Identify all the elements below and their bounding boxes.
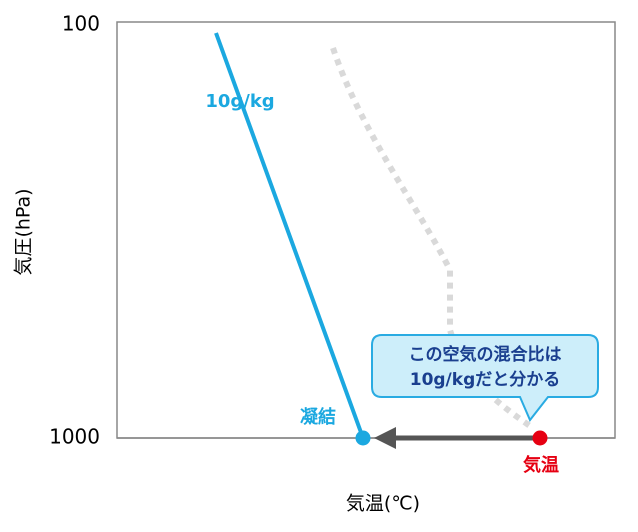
temperature-profile <box>330 47 532 429</box>
callout-text: この空気の混合比は <box>409 344 562 365</box>
x-axis-label: 気温(℃) <box>346 493 420 515</box>
condensation-point <box>355 430 371 446</box>
temperature-label: 気温 <box>523 454 559 476</box>
callout-text: 10g/kgだと分かる <box>410 370 561 390</box>
y-tick-label: 1000 <box>49 425 100 449</box>
mixing-ratio-line <box>214 32 365 439</box>
y-tick-label: 100 <box>62 12 100 36</box>
arrow-head <box>374 427 396 449</box>
temperature-point <box>532 430 548 446</box>
mixing-ratio-label: 10g/kg <box>205 91 274 112</box>
y-axis-label: 気圧(hPa) <box>13 188 35 275</box>
condensation-label: 凝結 <box>300 406 336 428</box>
callout <box>371 334 599 422</box>
